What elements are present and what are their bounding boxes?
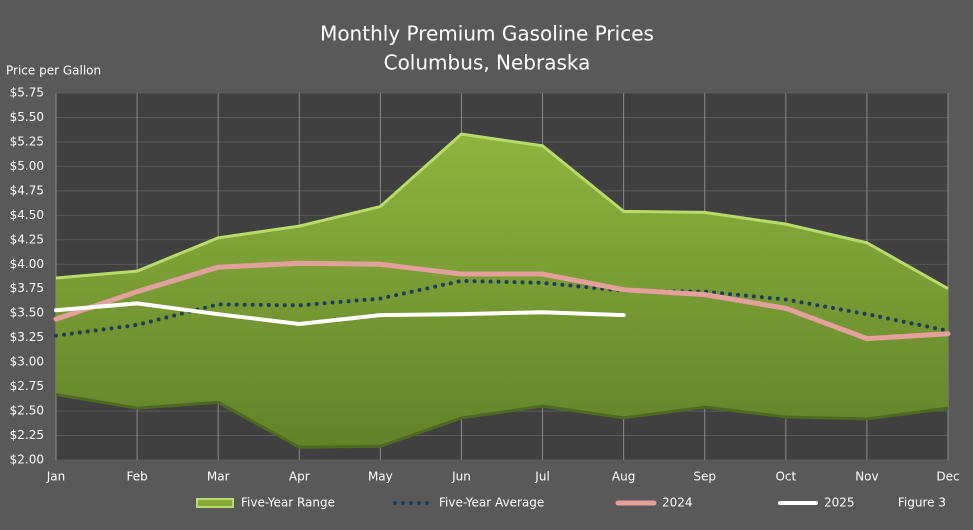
x-tick-label: Sep: [693, 470, 716, 484]
annotation: Figure 3: [898, 496, 946, 510]
y-tick-label: $2.00: [10, 453, 44, 467]
range-area: [56, 134, 948, 448]
line-series: [54, 278, 950, 338]
x-tick-label: Aug: [612, 470, 635, 484]
legend-label: 2025: [824, 496, 855, 510]
x-tick-label: May: [368, 470, 393, 484]
y-tick-label: $4.50: [10, 208, 44, 222]
legend-label: 2024: [662, 496, 693, 510]
y-tick-label: $5.50: [10, 110, 44, 124]
range-high-edge: [55, 132, 949, 291]
x-tick-label: Jun: [451, 470, 471, 484]
x-tick-label: Dec: [936, 470, 959, 484]
x-tick-label: Nov: [855, 470, 878, 484]
x-tick-label: Jan: [46, 470, 66, 484]
range-low-edge: [55, 392, 949, 449]
y-tick-label: $5.25: [10, 134, 44, 148]
line-series: [54, 301, 626, 326]
x-tick-label: Jul: [534, 470, 549, 484]
y-tick-label: $5.75: [10, 86, 44, 100]
y-tick-label: $4.25: [10, 232, 44, 246]
y-tick-label: $3.00: [10, 355, 44, 369]
legend-label: Five-Year Average: [439, 496, 544, 510]
x-tick-label: Oct: [775, 470, 796, 484]
y-tick-label: $3.25: [10, 330, 44, 344]
y-tick-label: $2.25: [10, 428, 44, 442]
y-tick-label: $3.75: [10, 281, 44, 295]
x-tick-label: Feb: [126, 470, 147, 484]
y-tick-label: $2.75: [10, 379, 44, 393]
y-axis-label: Price per Gallon: [6, 64, 101, 78]
y-tick-label: $3.50: [10, 306, 44, 320]
chart-subtitle: Columbus, Nebraska: [384, 51, 591, 75]
legend-label: Five-Year Range: [241, 496, 335, 510]
y-tick-label: $4.00: [10, 257, 44, 271]
line-series: [53, 260, 951, 342]
x-tick-label: Mar: [207, 470, 230, 484]
legend-swatch: [196, 498, 234, 508]
chart-title: Monthly Premium Gasoline Prices: [320, 22, 654, 46]
y-tick-label: $2.50: [10, 404, 44, 418]
x-tick-label: Apr: [289, 470, 310, 484]
y-tick-label: $5.00: [10, 159, 44, 173]
y-tick-label: $4.75: [10, 183, 44, 197]
